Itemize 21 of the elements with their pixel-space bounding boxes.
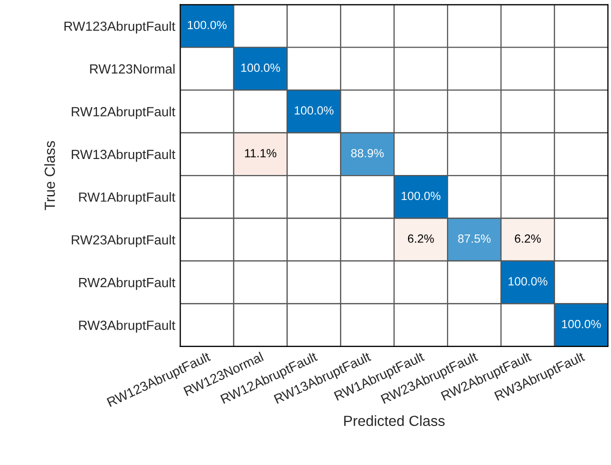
data-label: 88.9% xyxy=(351,148,384,158)
data-label: 11.1% xyxy=(245,149,276,158)
x-axis-title: Predicted Class xyxy=(344,415,445,426)
y-tick-label: RW123Normal xyxy=(90,64,175,74)
data-label: 6.2% xyxy=(408,234,434,243)
data-label: 100.0% xyxy=(294,106,334,115)
data-label: 100.0% xyxy=(188,20,227,30)
data-label: 87.5% xyxy=(458,234,491,243)
y-tick-label: RW2AbruptFault xyxy=(79,278,176,290)
y-tick-label: RW123AbruptFault xyxy=(64,21,176,34)
data-label: 100.0% xyxy=(402,192,440,200)
y-axis-title: True Class xyxy=(44,141,55,210)
data-label: 6.2% xyxy=(514,234,541,243)
y-tick-label: RW13AbruptFault xyxy=(72,149,176,162)
y-tick-label: RW1AbruptFault xyxy=(79,192,176,204)
data-label: 100.0% xyxy=(241,64,280,72)
y-tick-label: RW23AbruptFault xyxy=(72,234,176,248)
data-label: 100.0% xyxy=(508,277,548,286)
y-tick-label: RW12AbruptFault xyxy=(72,106,176,119)
y-tick-label: RW3AbruptFault xyxy=(79,320,176,333)
data-label: 100.0% xyxy=(562,320,601,328)
